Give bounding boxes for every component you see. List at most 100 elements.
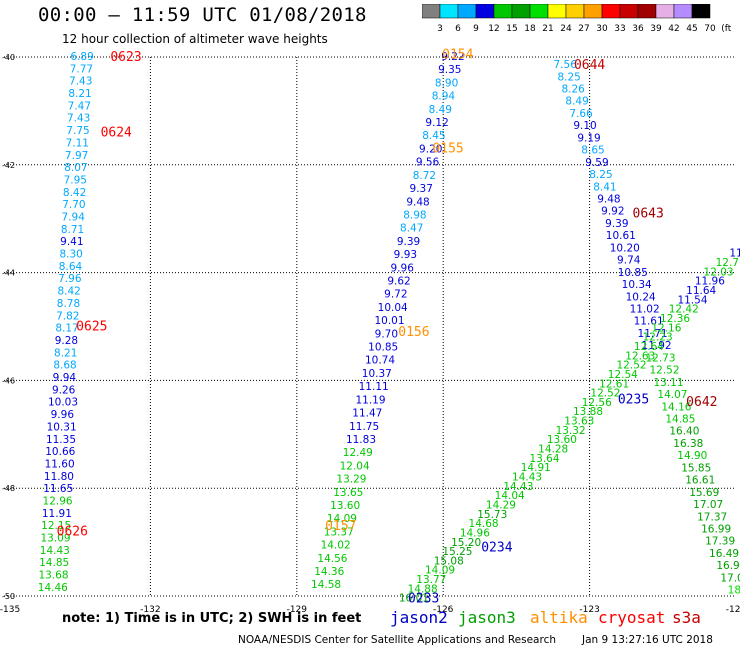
wave-height-value: 7.70: [62, 199, 85, 211]
wave-height-value: 12.15: [41, 520, 71, 532]
footer-note: note: 1) Time is in UTC; 2) SWH is in fe…: [62, 611, 362, 626]
wave-height-value: 11.02: [630, 304, 660, 316]
wave-height-value: 15.08: [434, 555, 464, 567]
wave-height-value: 9.39: [605, 218, 628, 230]
wave-height-value: 12.23: [643, 332, 673, 344]
pass-time-label: 0626: [57, 524, 88, 539]
wave-height-value: 9.22: [441, 51, 464, 63]
wave-height-value: 9.37: [410, 183, 433, 195]
pass-time-label: 0643: [633, 206, 664, 221]
wave-height-value: 12.36: [660, 313, 690, 325]
pass-time-label: 0157: [325, 519, 356, 534]
wave-height-value: 13.63: [564, 416, 594, 428]
pass-time-label: 0625: [76, 320, 107, 335]
scale-label: 45: [686, 24, 697, 34]
wave-height-value: 12.52: [617, 360, 647, 372]
wave-height-value: 11.47: [352, 408, 382, 420]
wave-height-value: 7.97: [65, 150, 88, 162]
wave-height-value: 13.60: [330, 500, 360, 512]
wave-height-value: 9.19: [577, 132, 600, 144]
wave-height-value: 9.96: [51, 409, 75, 421]
wave-height-value: 10.31: [47, 421, 77, 433]
altimeter-track: 9.229.358.90 8.948.499.128.459.20 9.568.72…: [311, 51, 465, 591]
wave-height-value: 12.63: [625, 350, 655, 362]
wave-height-value: 8.72: [413, 170, 436, 182]
wave-height-value: 7.96: [58, 273, 82, 285]
wave-height-value: 14.43: [40, 545, 70, 557]
wave-height-value: 11.91: [42, 508, 72, 520]
scale-label: 18: [524, 24, 536, 34]
footer-credit: NOAA/NESDIS Center for Satellite Applica…: [238, 634, 556, 646]
wave-height-value: 9.48: [597, 194, 620, 206]
altimeter-track: 7.568.258.268.497.669.109.198.659.598.25…: [554, 59, 740, 597]
wave-height-value: 10.04: [378, 302, 408, 314]
wave-height-value: 8.78: [57, 298, 80, 310]
wave-height-value: 16.9: [716, 560, 739, 572]
wave-height-value: 14.68: [469, 518, 499, 530]
wave-height-value: 10.61: [606, 230, 636, 242]
wave-height-value: 14.02: [321, 540, 351, 552]
wave-height-value: 9.70: [375, 328, 398, 340]
wave-height-value: 16.49: [709, 548, 739, 560]
wave-height-value: 17.07: [693, 499, 723, 511]
wave-height-value: 9.41: [60, 236, 83, 248]
wave-height-value: 11.54: [677, 294, 707, 306]
pass-time-label: 0624: [101, 125, 132, 140]
wave-height-value: 8.64: [59, 261, 83, 273]
wave-height-value: 16.40: [669, 426, 699, 438]
wave-height-value: 7.82: [56, 310, 79, 322]
legend-s3a: s3a: [672, 608, 701, 627]
wave-height-value: 11.65: [43, 483, 73, 495]
wave-height-value: 15.20: [451, 537, 481, 549]
lat-tick-label: -48: [2, 484, 15, 493]
wave-height-value: 14.16: [661, 401, 691, 413]
wave-height-value: 7.43: [69, 76, 92, 88]
scale-label: 6: [455, 24, 461, 34]
scale-label: 12: [488, 24, 499, 34]
wave-height-value: 12.04: [340, 460, 370, 472]
wave-height-value: 16.61: [685, 475, 715, 487]
pass-time-label: 0156: [398, 325, 429, 340]
wave-height-value: 13.88: [573, 406, 603, 418]
wave-height-value: 11.83: [346, 434, 376, 446]
scale-label: 33: [614, 24, 625, 34]
wave-height-value: 9.35: [438, 64, 461, 76]
legend-altika: altika: [530, 608, 588, 627]
wave-height-value: 12.7: [716, 257, 739, 269]
wave-height-value: 8.71: [61, 224, 84, 236]
wave-height-value: 10.66: [45, 446, 75, 458]
wave-height-map: -135 -132 -129 -126 -123 -120 -40 -42 -44 -46 -48 -…: [0, 47, 740, 615]
pass-time-label: 0623: [110, 50, 141, 65]
wave-height-value: 8.49: [429, 104, 452, 116]
wave-height-value: 16.38: [673, 438, 703, 450]
scale-label: 9: [473, 24, 479, 34]
wave-height-value: 8.42: [57, 286, 80, 298]
wave-height-value: 10.85: [368, 342, 398, 354]
lat-tick-label: -40: [2, 53, 15, 62]
pass-time-label: 0233: [408, 592, 439, 607]
scale-label: 3: [437, 24, 443, 34]
wave-height-value: 14.43: [503, 481, 533, 493]
wave-height-value: 13.32: [556, 425, 586, 437]
wave-height-value: 14.46: [38, 582, 68, 594]
wave-height-value: 11.35: [46, 434, 76, 446]
wave-height-value: 14.09: [327, 513, 357, 525]
wave-height-value: 11.80: [44, 471, 74, 483]
wave-height-value: 12.54: [608, 369, 638, 381]
wave-height-value: 15.73: [477, 509, 507, 521]
wave-height-value: 11.92: [642, 340, 672, 352]
wave-height-value: 15.25: [442, 546, 472, 558]
wave-height-value: 11.11: [359, 381, 389, 393]
wave-height-value: 7.77: [70, 63, 93, 75]
wave-height-value: 9.39: [397, 236, 420, 248]
wave-height-value: 11.71: [638, 328, 668, 340]
wave-height-value: 8.45: [422, 130, 445, 142]
legend-jason2: jason2: [390, 608, 448, 627]
lat-tick-label: -46: [2, 376, 15, 385]
wave-height-value: 10.85: [618, 267, 648, 279]
wave-height-value: 7.47: [68, 100, 91, 112]
wave-height-value: 14.29: [486, 499, 516, 511]
wave-height-value: 6.89: [70, 51, 93, 63]
wave-height-value: 13.37: [324, 526, 354, 538]
